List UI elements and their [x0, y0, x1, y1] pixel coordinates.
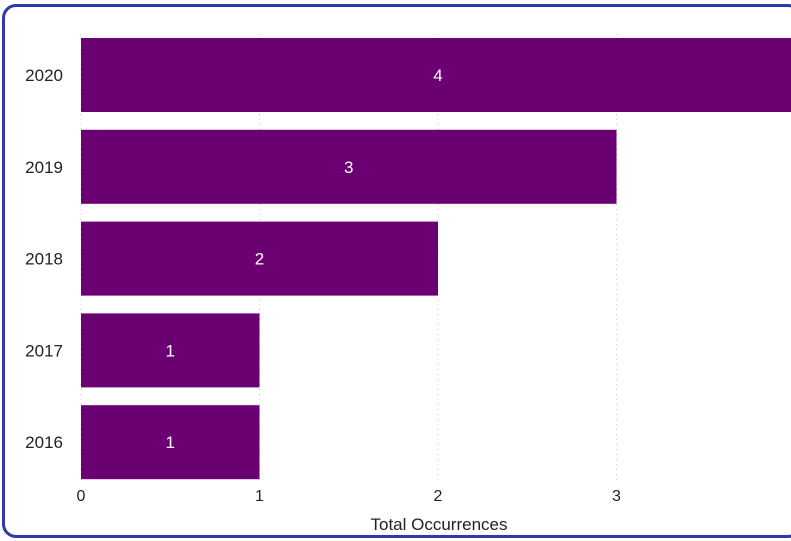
data-label-2016: 1	[166, 433, 175, 452]
data-label-2017: 1	[166, 341, 175, 360]
category-labels: 2020 2019 2018 2017 2016	[25, 66, 63, 452]
x-tick-label-0: 0	[77, 488, 86, 505]
data-label-2020: 4	[433, 66, 442, 85]
bar-2019[interactable]	[81, 129, 617, 204]
category-label-2016: 2016	[25, 433, 63, 452]
category-label-2020: 2020	[25, 66, 63, 85]
x-axis-ticks: 0 1 2 3	[77, 488, 622, 505]
bar-2020[interactable]	[81, 38, 791, 112]
x-tick-label-3: 3	[612, 488, 621, 505]
bar-2016[interactable]	[81, 405, 260, 480]
data-label-2018: 2	[255, 250, 264, 269]
category-label-2018: 2018	[25, 250, 63, 269]
category-label-2019: 2019	[25, 158, 63, 177]
category-label-2017: 2017	[25, 341, 63, 360]
x-tick-label-2: 2	[434, 488, 443, 505]
data-label-2019: 3	[344, 158, 353, 177]
bars: 4 3 2 1 1	[81, 38, 791, 480]
bar-2017[interactable]	[81, 313, 260, 388]
x-axis-title: Total Occurrences	[371, 515, 508, 534]
bar-2018[interactable]	[81, 221, 438, 296]
x-tick-label-1: 1	[255, 488, 264, 505]
